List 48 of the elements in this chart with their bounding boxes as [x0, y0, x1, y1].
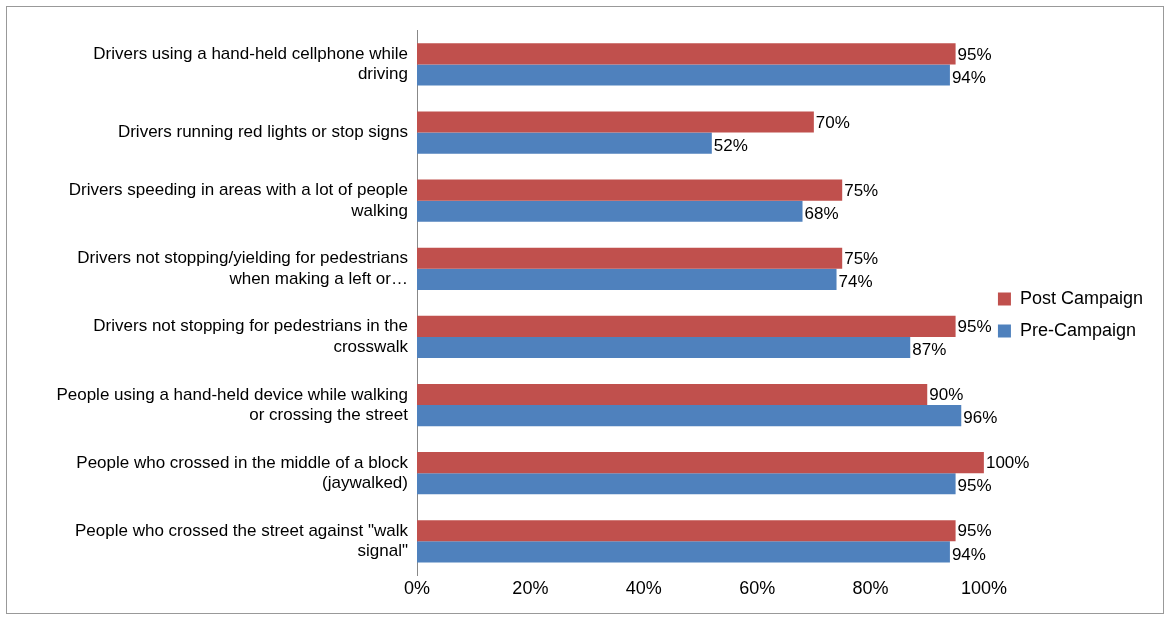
data-label: 68%: [804, 203, 839, 223]
bar: [417, 247, 843, 269]
y-tick-label: People who crossed the street against "walk signal": [75, 520, 409, 561]
x-tick-label: 40%: [625, 578, 662, 599]
x-tick-label: 0%: [403, 578, 431, 599]
bar: [417, 111, 814, 133]
bar: [417, 520, 956, 542]
data-label: 70%: [815, 112, 850, 132]
data-label: 75%: [844, 180, 879, 200]
data-label: 100%: [985, 453, 1030, 473]
bar: [417, 268, 837, 290]
bar: [417, 336, 911, 359]
y-tick-label: Drivers not stopping/yielding for pedestrians when making a left or…: [77, 248, 408, 288]
bar: [417, 315, 956, 337]
data-label: 95%: [957, 44, 992, 64]
bar: [417, 452, 984, 474]
bar: [417, 179, 843, 201]
bar: [417, 383, 928, 406]
y-tick-label: People who crossed in the middle of a block (jaywalked): [76, 452, 409, 493]
data-label: 90%: [929, 385, 964, 405]
data-label: 94%: [951, 67, 986, 87]
bar: [417, 541, 950, 563]
bar: [417, 132, 712, 154]
bar: [417, 473, 956, 495]
data-label: 87%: [912, 340, 947, 360]
x-tick-label: 100%: [960, 578, 1007, 599]
data-label: 96%: [963, 408, 998, 428]
legend-label: Post Campaign: [1019, 287, 1144, 308]
data-label: 52%: [713, 135, 748, 155]
y-tick-label: Drivers not stopping for pedestrians in the crosswalk: [93, 316, 409, 356]
bar: [417, 200, 803, 222]
data-label: 74%: [838, 272, 873, 292]
legend-label: Pre-Campaign: [1019, 319, 1136, 340]
x-tick-label: 80%: [852, 578, 889, 599]
data-label: 95%: [957, 476, 992, 496]
y-tick-label: Drivers using a hand-held cellphone while driving: [93, 43, 408, 84]
y-tick-label: People using a hand-held device while walking or crossing the street: [56, 384, 409, 424]
x-tick-label: 60%: [739, 578, 776, 599]
x-tick-label: 20%: [512, 578, 549, 599]
bar: [417, 64, 950, 86]
data-label: 95%: [957, 317, 992, 337]
data-label: 75%: [844, 248, 879, 268]
bar: [417, 405, 962, 427]
bar: [417, 43, 956, 65]
y-tick-label: Drivers running red lights or stop signs: [117, 122, 408, 142]
y-tick-label: Drivers speeding in areas with a lot of people walking: [68, 180, 408, 220]
data-label: 94%: [951, 544, 986, 564]
data-label: 95%: [957, 521, 992, 541]
